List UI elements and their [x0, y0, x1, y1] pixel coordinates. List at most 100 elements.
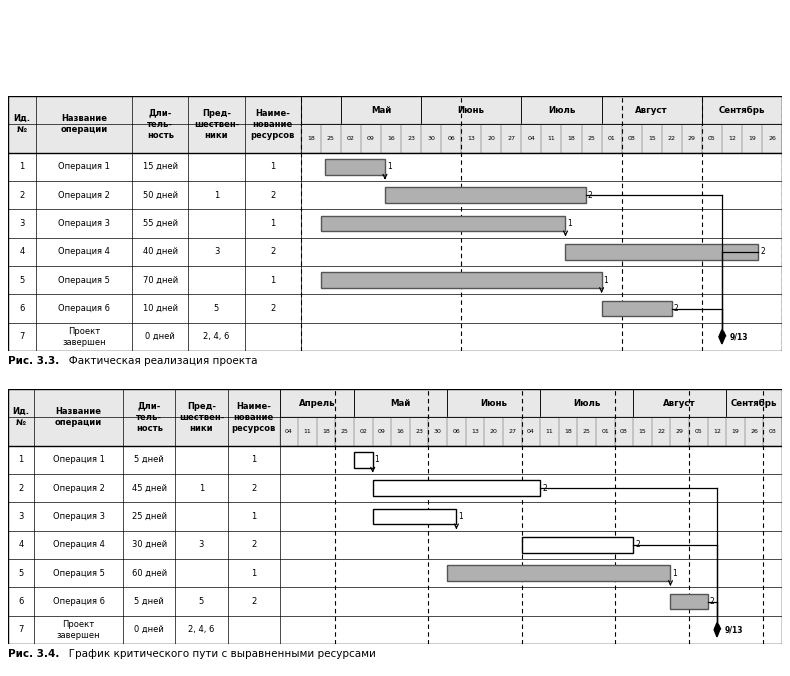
Bar — [763, 417, 782, 445]
Text: Июнь: Июнь — [457, 105, 485, 115]
Bar — [301, 96, 782, 153]
Text: 25: 25 — [583, 429, 591, 434]
Text: Операция 5: Операция 5 — [58, 276, 110, 285]
Text: Операция 5: Операция 5 — [53, 569, 104, 578]
Bar — [581, 124, 602, 153]
Text: 26: 26 — [750, 429, 758, 434]
Bar — [8, 445, 782, 644]
Text: 9/13: 9/13 — [730, 333, 748, 341]
Bar — [540, 417, 559, 445]
Text: 70 дней: 70 дней — [143, 276, 178, 285]
Text: 5: 5 — [214, 304, 219, 313]
Bar — [634, 389, 726, 417]
Bar — [602, 124, 622, 153]
Text: Операция 3: Операция 3 — [53, 512, 104, 521]
Text: 2: 2 — [18, 483, 24, 493]
Bar — [540, 389, 634, 417]
Text: 5: 5 — [19, 276, 24, 285]
Bar — [596, 417, 615, 445]
Text: 1: 1 — [251, 569, 256, 578]
Text: 01: 01 — [608, 136, 615, 141]
Text: Дли-
тель-
ность: Дли- тель- ность — [147, 109, 174, 140]
Text: 1: 1 — [214, 191, 219, 199]
Bar — [340, 124, 361, 153]
Text: 1: 1 — [604, 276, 608, 285]
Text: 60 дней: 60 дней — [132, 569, 167, 578]
Text: Пред-
шествен-
ники: Пред- шествен- ники — [194, 109, 239, 140]
Text: 09: 09 — [367, 136, 375, 141]
Text: 2: 2 — [674, 304, 679, 313]
Bar — [340, 96, 421, 124]
Text: 18: 18 — [568, 136, 575, 141]
Text: Операция 6: Операция 6 — [58, 304, 110, 313]
Bar — [301, 96, 340, 124]
Bar — [521, 417, 540, 445]
Bar — [373, 509, 457, 525]
Bar — [622, 124, 641, 153]
Text: 20: 20 — [490, 429, 498, 434]
Bar — [280, 389, 782, 445]
Bar — [447, 565, 671, 581]
Text: 22: 22 — [657, 429, 665, 434]
Bar — [726, 417, 745, 445]
Text: 04: 04 — [285, 429, 293, 434]
Bar — [280, 389, 354, 417]
Bar — [762, 124, 782, 153]
Text: Наиме-
нование
ресурсов: Наиме- нование ресурсов — [231, 402, 276, 433]
Text: Операция 1: Операция 1 — [58, 162, 110, 171]
Text: 27: 27 — [508, 429, 516, 434]
Text: Май: Май — [390, 399, 411, 408]
Text: 2: 2 — [270, 191, 275, 199]
Text: 18: 18 — [322, 429, 330, 434]
Text: 1: 1 — [458, 512, 463, 521]
Text: 1: 1 — [387, 162, 392, 171]
Text: 3: 3 — [199, 540, 204, 550]
Bar — [321, 216, 566, 231]
Text: Рис. 3.3.: Рис. 3.3. — [8, 356, 59, 366]
Bar — [742, 124, 762, 153]
Text: Апрель: Апрель — [299, 399, 335, 408]
Text: Сентябрь: Сентябрь — [731, 399, 777, 408]
Bar — [562, 124, 581, 153]
Text: 16: 16 — [397, 429, 404, 434]
Bar — [421, 96, 521, 124]
Text: Май: Май — [371, 105, 391, 115]
Text: Проект
завершен: Проект завершен — [62, 327, 106, 347]
Bar — [521, 124, 541, 153]
Text: 30 дней: 30 дней — [132, 540, 167, 550]
Text: 1: 1 — [251, 512, 256, 521]
Text: 2: 2 — [270, 247, 275, 256]
Bar — [373, 481, 540, 496]
Bar — [354, 417, 373, 445]
Text: 2: 2 — [270, 304, 275, 313]
Text: 2, 4, 6: 2, 4, 6 — [203, 333, 230, 341]
Text: Операция 4: Операция 4 — [58, 247, 110, 256]
Text: 29: 29 — [675, 429, 683, 434]
Bar — [671, 417, 689, 445]
Bar — [484, 417, 503, 445]
Text: 23: 23 — [416, 429, 423, 434]
Bar — [8, 153, 782, 351]
Text: 05: 05 — [708, 136, 716, 141]
Text: 15 дней: 15 дней — [143, 162, 178, 171]
Text: 2: 2 — [760, 247, 765, 256]
Text: 11: 11 — [546, 429, 553, 434]
Text: Операция 1: Операция 1 — [53, 456, 104, 464]
Text: 5: 5 — [18, 569, 24, 578]
Bar — [521, 96, 602, 124]
Text: График критического пути с выравненными ресурсами: График критического пути с выравненными … — [59, 650, 376, 659]
Text: 5 дней: 5 дней — [134, 456, 164, 464]
Text: 5 дней: 5 дней — [134, 597, 164, 606]
Text: 04: 04 — [528, 136, 536, 141]
Text: 11: 11 — [547, 136, 555, 141]
Bar — [577, 417, 596, 445]
Text: 2: 2 — [542, 483, 547, 493]
Text: 23: 23 — [407, 136, 415, 141]
Text: 2: 2 — [251, 540, 256, 550]
Text: 19: 19 — [732, 429, 739, 434]
Bar — [641, 124, 662, 153]
Text: 25: 25 — [327, 136, 335, 141]
Text: 08: 08 — [628, 136, 635, 141]
Text: 2, 4, 6: 2, 4, 6 — [188, 625, 215, 634]
Text: 3: 3 — [214, 247, 219, 256]
